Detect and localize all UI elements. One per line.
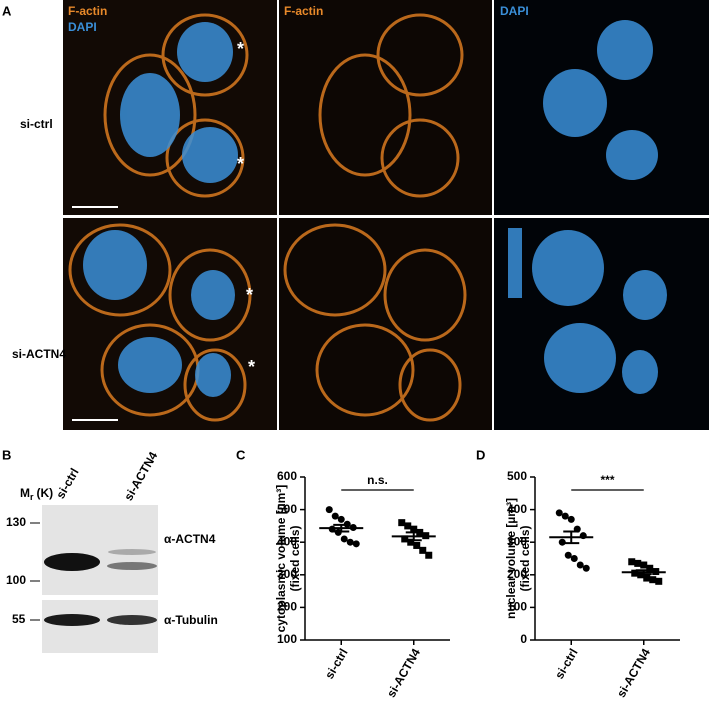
data-point: [564, 551, 572, 559]
x-tick-label: si-ctrl: [322, 646, 350, 681]
x-tick-label: si-ctrl: [552, 646, 580, 681]
data-point: [576, 561, 584, 569]
y-tick-label: 500: [277, 502, 297, 516]
mw-unit: (K): [37, 486, 54, 500]
error-bar: [405, 531, 422, 542]
asterisk: *: [237, 154, 244, 174]
y-tick-label: 300: [277, 567, 297, 581]
panel-label: D: [476, 447, 485, 462]
y-tick-label: 400: [507, 502, 527, 516]
error-bar: [333, 523, 350, 533]
significance-label: ***: [600, 473, 614, 487]
panel-label: A: [2, 3, 12, 18]
data-point: [325, 506, 333, 514]
y-tick-label: 100: [507, 600, 527, 614]
row-label: si-ACTN4: [12, 347, 66, 361]
data-point: [401, 535, 409, 543]
asterisk: *: [248, 357, 255, 377]
significance-label: n.s.: [367, 473, 388, 487]
y-tick-label: 0: [520, 632, 527, 646]
data-point: [646, 564, 654, 572]
lane-label: si-ctrl: [53, 466, 81, 501]
antibody-label: α-Tubulin: [164, 613, 218, 627]
mw-marker: 55: [12, 612, 26, 626]
data-point: [340, 535, 348, 543]
antibody-label: α-ACTN4: [164, 532, 216, 546]
y-tick-label: 400: [277, 534, 297, 548]
data-point: [419, 546, 427, 554]
panel-label: C: [236, 447, 246, 462]
y-axis-label: nuclear volume [µm³]: [504, 498, 518, 619]
data-point: [413, 541, 421, 549]
data-point: [555, 509, 563, 517]
y-tick-label: 100: [277, 632, 297, 646]
data-point: [352, 540, 360, 548]
channel-label: DAPI: [68, 20, 97, 34]
data-point: [331, 512, 339, 520]
data-point: [582, 564, 590, 572]
mw-marker: 130: [6, 515, 26, 529]
data-point: [649, 576, 657, 584]
data-point: [643, 574, 651, 582]
y-tick-label: 500: [507, 469, 527, 483]
asterisk: *: [246, 285, 253, 305]
data-point: [410, 525, 418, 533]
data-point: [570, 555, 578, 562]
data-point: [425, 551, 433, 559]
data-point: [640, 561, 648, 569]
data-point: [628, 558, 636, 566]
data-point: [337, 515, 345, 523]
row-label: si-ctrl: [20, 117, 53, 131]
data-point: [567, 515, 575, 523]
channel-label: F-actin: [284, 4, 323, 18]
panel-label: B: [2, 447, 11, 462]
x-tick-label: si-ACTN4: [614, 646, 653, 699]
y-tick-label: 300: [507, 534, 527, 548]
micrographs: [63, 0, 709, 430]
channel-label: DAPI: [500, 4, 529, 18]
error-bar: [635, 569, 652, 576]
y-axis-label: (fixed cells): [518, 525, 532, 591]
data-point: [398, 519, 406, 527]
data-point: [655, 577, 663, 585]
y-axis-label: (fixed cells): [288, 525, 302, 591]
error-bar: [563, 530, 580, 545]
mw-marker: 100: [6, 573, 26, 587]
channel-label: F-actin: [68, 4, 107, 18]
lane-label: si-ACTN4: [121, 449, 160, 503]
data-point: [407, 538, 415, 546]
asterisk: *: [237, 39, 244, 59]
mw-sub: r: [30, 492, 34, 502]
mw-label: Mr (K): [20, 486, 53, 502]
y-axis-label: cytoplasmic volume [µm³]: [274, 485, 288, 633]
data-point: [404, 522, 412, 530]
data-point: [634, 559, 642, 567]
blot-image: [30, 505, 158, 653]
y-tick-label: 200: [277, 600, 297, 614]
data-point: [561, 512, 569, 520]
y-tick-label: 200: [507, 567, 527, 581]
mw-main: M: [20, 486, 30, 500]
y-tick-label: 600: [277, 469, 297, 483]
data-point: [346, 538, 354, 546]
x-tick-label: si-ACTN4: [384, 646, 423, 699]
